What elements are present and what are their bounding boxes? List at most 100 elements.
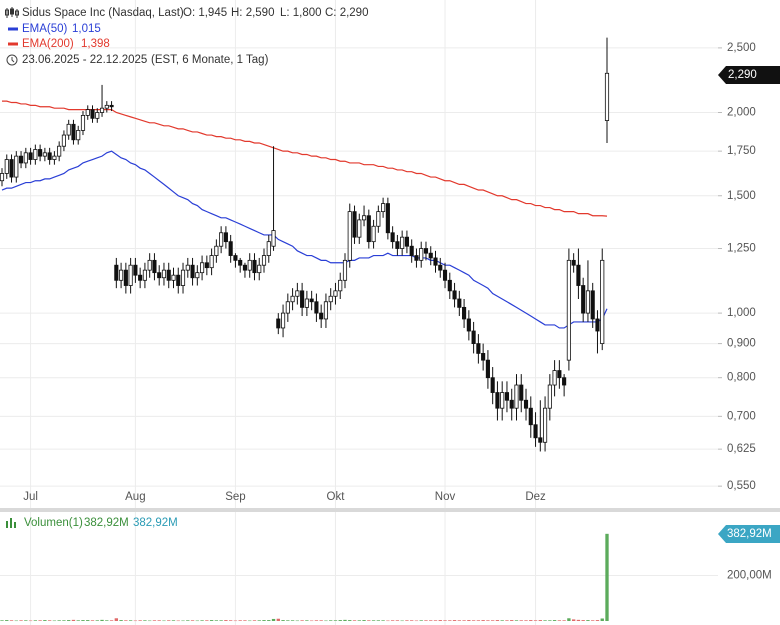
- volume-bar: [529, 620, 533, 621]
- candle-body: [276, 318, 281, 329]
- volume-bar: [562, 620, 566, 621]
- volume-bar: [443, 620, 447, 621]
- volume-bar: [286, 620, 290, 621]
- volume-bar: [248, 620, 252, 622]
- candle-body: [562, 377, 567, 386]
- candle-body: [414, 255, 419, 261]
- volume-bar: [267, 620, 271, 621]
- volume-title: Volumen(1): [24, 517, 83, 529]
- candle-body: [347, 211, 352, 261]
- candle-body: [247, 259, 252, 271]
- volume-bar: [424, 620, 428, 621]
- candle-body: [80, 114, 86, 131]
- candle-body: [95, 112, 100, 119]
- volume-bar: [314, 620, 319, 621]
- candle-body: [462, 306, 467, 320]
- volume-bar: [281, 620, 285, 621]
- volume-bar: [491, 620, 495, 621]
- legend-value: 1,398: [81, 38, 110, 50]
- volume-bar: [47, 620, 52, 621]
- candle-body: [147, 259, 152, 271]
- candle-body: [481, 353, 486, 361]
- candle-body: [185, 264, 190, 271]
- candle-body: [504, 392, 510, 401]
- volume-bar: [114, 618, 118, 621]
- candle-body: [23, 152, 28, 164]
- volume-bar: [176, 620, 180, 622]
- candle-body: [433, 257, 438, 266]
- ohlc-label: H: 2,590: [231, 7, 274, 19]
- candle-body: [166, 269, 171, 281]
- volume-bar: [5, 620, 9, 621]
- candle-body: [85, 109, 90, 116]
- volume-bar: [495, 620, 500, 621]
- y-tick-label: 1,500: [727, 190, 756, 202]
- candle-body: [242, 264, 248, 271]
- pane-separator: [0, 508, 780, 512]
- volume-bar: [81, 620, 85, 621]
- volume-bar: [148, 620, 152, 622]
- candle-body: [371, 225, 376, 243]
- candle-body: [552, 370, 557, 386]
- candle-body: [590, 290, 595, 320]
- candle-body: [376, 211, 381, 227]
- candle-body: [90, 109, 95, 119]
- legend-value: 1,015: [72, 23, 101, 35]
- volume-bar: [452, 620, 457, 621]
- volume-bar: [167, 620, 171, 621]
- volume-bar: [28, 620, 33, 622]
- volume-bar: [352, 620, 357, 621]
- volume-bar: [605, 533, 609, 621]
- candle-body: [190, 264, 195, 279]
- volume-bar: [90, 620, 95, 621]
- volume-bar: [533, 620, 538, 621]
- volume-bar: [109, 620, 114, 621]
- volume-bar: [514, 620, 519, 621]
- candle-body: [171, 274, 176, 281]
- candle-body: [128, 264, 133, 286]
- candle-body: [214, 245, 219, 256]
- volume-bar: [186, 620, 190, 621]
- y-tick-label: 200,00M: [727, 569, 772, 581]
- candle-body: [200, 262, 205, 274]
- candle-body: [233, 255, 238, 261]
- volume-bar: [433, 620, 438, 621]
- volume-bar: [386, 620, 390, 622]
- candle-body: [533, 424, 538, 439]
- plot-area: [0, 37, 610, 452]
- volume-bar: [567, 618, 571, 621]
- candle-body: [500, 392, 505, 409]
- volume-bar: [362, 620, 366, 621]
- volume-bar: [538, 620, 542, 621]
- candle-body: [381, 203, 386, 213]
- volume-bar: [481, 620, 485, 621]
- volume-bar: [52, 620, 57, 622]
- date-range: 23.06.2025 - 22.12.2025: [22, 54, 147, 66]
- candle-body: [157, 272, 162, 279]
- volume-bar: [9, 620, 14, 621]
- candle-body: [442, 269, 448, 281]
- candle-body: [571, 259, 576, 266]
- price-tag-label: 2,290: [728, 69, 757, 81]
- volume-bar: [371, 620, 376, 621]
- chart-title: Sidus Space Inc (Nasdaq, Last): [22, 7, 184, 19]
- volume-bar: [133, 620, 138, 622]
- volume-bar: [300, 620, 304, 621]
- volume-bar: [457, 620, 461, 621]
- volume-bar: [57, 620, 61, 621]
- volume-bar: [224, 620, 228, 621]
- candle-body: [18, 155, 24, 164]
- candle-body: [300, 290, 305, 308]
- x-tick-label: Sep: [225, 491, 245, 503]
- volume-bar: [162, 620, 166, 622]
- candle-body: [409, 245, 414, 256]
- candle-body: [176, 274, 181, 286]
- candle-body: [423, 248, 429, 254]
- volume-bar: [238, 620, 242, 621]
- volume-bar: [228, 620, 233, 621]
- volume-bar: [305, 620, 309, 621]
- volume-bar: [309, 620, 314, 622]
- candle-body: [438, 264, 443, 271]
- candle-body: [309, 298, 314, 303]
- candle-body: [133, 264, 138, 276]
